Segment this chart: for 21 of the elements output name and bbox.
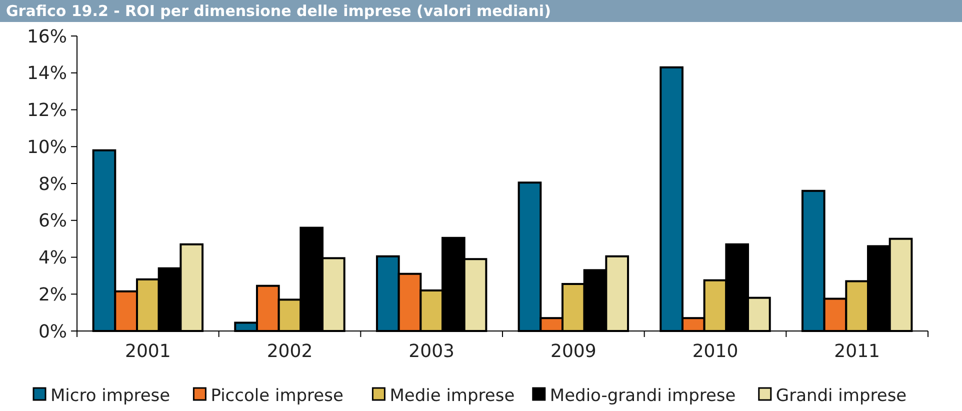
y-tick-label: 16% — [26, 26, 67, 48]
y-tick-label: 10% — [26, 136, 67, 158]
y-tick-label: 2% — [38, 284, 67, 306]
y-tick-label: 6% — [38, 210, 67, 232]
y-tick-label: 12% — [26, 100, 67, 122]
legend-label: Medio-grandi imprese — [550, 386, 736, 406]
x-tick-label: 2010 — [692, 341, 738, 362]
x-tick-label: 2009 — [550, 341, 596, 362]
y-tick-label: 0% — [38, 321, 67, 342]
y-tick-label: 4% — [38, 248, 67, 269]
legend-label: Piccole imprese — [210, 386, 344, 406]
y-tick-label: 8% — [38, 174, 67, 195]
legend-label: Grandi imprese — [776, 386, 907, 406]
x-tick-label: 2011 — [834, 341, 880, 362]
legend-label: Micro imprese — [50, 386, 170, 406]
chart-title: Grafico 19.2 - ROI per dimensione delle imprese (valori mediani) — [6, 2, 551, 20]
x-tick-label: 2003 — [408, 341, 454, 362]
legend-label: Medie imprese — [390, 386, 515, 406]
x-tick-label: 2001 — [125, 341, 171, 362]
y-tick-label: 14% — [26, 63, 67, 84]
x-tick-label: 2002 — [266, 341, 313, 362]
